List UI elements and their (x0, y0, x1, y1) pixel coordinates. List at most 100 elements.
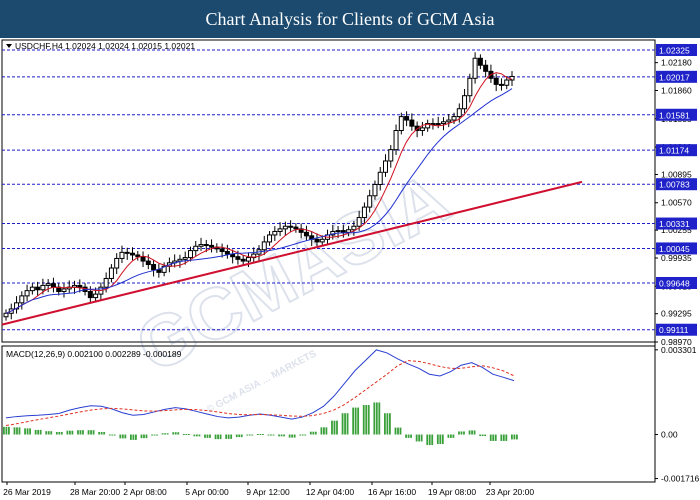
histogram-bar (463, 431, 465, 435)
time-tick-label: 9 Apr 12:00 (246, 487, 290, 497)
histogram-bar (341, 413, 344, 435)
histogram-bar (267, 434, 270, 436)
histogram-bar (92, 430, 95, 435)
histogram-bar (77, 430, 79, 435)
histogram-bar (151, 434, 153, 436)
candle-body (272, 230, 278, 236)
histogram-bar (111, 434, 114, 436)
macd-tick-label: 0.003301 (661, 345, 697, 355)
candle (314, 233, 320, 248)
histogram-bar (34, 429, 37, 435)
candle (483, 59, 489, 78)
candle-body (87, 291, 93, 299)
histogram-bar (492, 434, 495, 441)
histogram-bar (50, 431, 53, 435)
histogram-bar (166, 433, 169, 435)
time-tick-label: 23 Apr 20:00 (486, 487, 534, 497)
histogram-bar (87, 430, 90, 435)
level-label-box (656, 108, 697, 121)
candle-body (361, 206, 367, 219)
macd-panel-frame (1, 345, 656, 483)
histogram-bar (153, 434, 156, 436)
candle-body (277, 228, 283, 232)
histogram-bar (246, 434, 249, 436)
candle (372, 180, 378, 200)
candle-body (240, 258, 246, 262)
histogram-bar (436, 434, 439, 445)
candle-body (203, 244, 209, 247)
candle (467, 73, 473, 103)
candle (77, 279, 83, 293)
candle-body (293, 226, 299, 230)
histogram-bar (174, 432, 177, 435)
candle (24, 284, 30, 302)
candle-body (477, 57, 483, 66)
candle (504, 76, 510, 90)
histogram-bar (16, 427, 18, 435)
histogram-bar (354, 407, 357, 435)
histogram-bar (415, 434, 418, 442)
histogram-bar (262, 434, 264, 436)
histogram-bar (460, 431, 463, 435)
candle-body (356, 217, 362, 227)
macd-tick-label: -0.001716 (661, 474, 700, 484)
histogram-bar (217, 434, 219, 440)
candle (93, 287, 99, 303)
histogram-bar (156, 434, 158, 436)
candle-body (103, 277, 109, 288)
histogram-bar (418, 434, 421, 442)
histogram-bar (90, 430, 92, 435)
candle (14, 296, 20, 314)
candle-body (161, 265, 167, 273)
histogram-bar (500, 434, 503, 441)
histogram-bar (516, 434, 518, 440)
histogram-bar (323, 427, 325, 435)
level-label-box (656, 144, 697, 157)
ma-slow-line (5, 88, 513, 314)
histogram-bar (182, 434, 185, 436)
histogram-bar (37, 429, 40, 435)
histogram-bar (407, 434, 410, 438)
candle (114, 253, 120, 275)
histogram-bar (185, 434, 188, 436)
level-label-box (656, 44, 697, 57)
histogram-bar (428, 434, 431, 446)
candle-body (3, 312, 9, 318)
histogram-bar (405, 434, 407, 438)
macd-header: MACD(12,26,9) 0.002100 0.002289 -0.00018… (6, 349, 182, 359)
histogram-bar (344, 413, 346, 435)
level-label: 0.99111 (659, 325, 689, 335)
histogram-bar (309, 431, 312, 435)
candle-body (219, 248, 225, 252)
histogram-bar (132, 434, 135, 440)
histogram-bar (484, 434, 487, 437)
histogram-bar (399, 427, 402, 435)
histogram-bar (325, 427, 328, 435)
candle-body (29, 286, 35, 292)
histogram-bar (82, 430, 84, 435)
histogram-bar (352, 407, 355, 435)
level-label: 1.02325 (659, 46, 690, 56)
candle-body (156, 269, 162, 273)
histogram-bar (238, 434, 241, 438)
histogram-bar (426, 434, 429, 446)
histogram-bar (55, 431, 58, 435)
time-tick-label: 5 Apr 00:00 (185, 487, 229, 497)
time-tick-label: 16 Apr 16:00 (368, 487, 416, 497)
histogram-bar (58, 431, 61, 435)
candle-body (267, 234, 273, 243)
histogram-bar (450, 434, 452, 438)
histogram-bar (13, 427, 16, 435)
candle (293, 223, 299, 233)
candle-body (35, 286, 41, 291)
histogram-bar (304, 434, 307, 436)
candle-body (377, 171, 383, 185)
candle (135, 251, 141, 261)
candle (393, 124, 399, 155)
histogram-bar (69, 430, 71, 435)
candle (361, 202, 367, 225)
candle-body (451, 116, 457, 121)
histogram-bar (140, 434, 143, 439)
candle (219, 243, 225, 258)
candle (451, 112, 457, 124)
